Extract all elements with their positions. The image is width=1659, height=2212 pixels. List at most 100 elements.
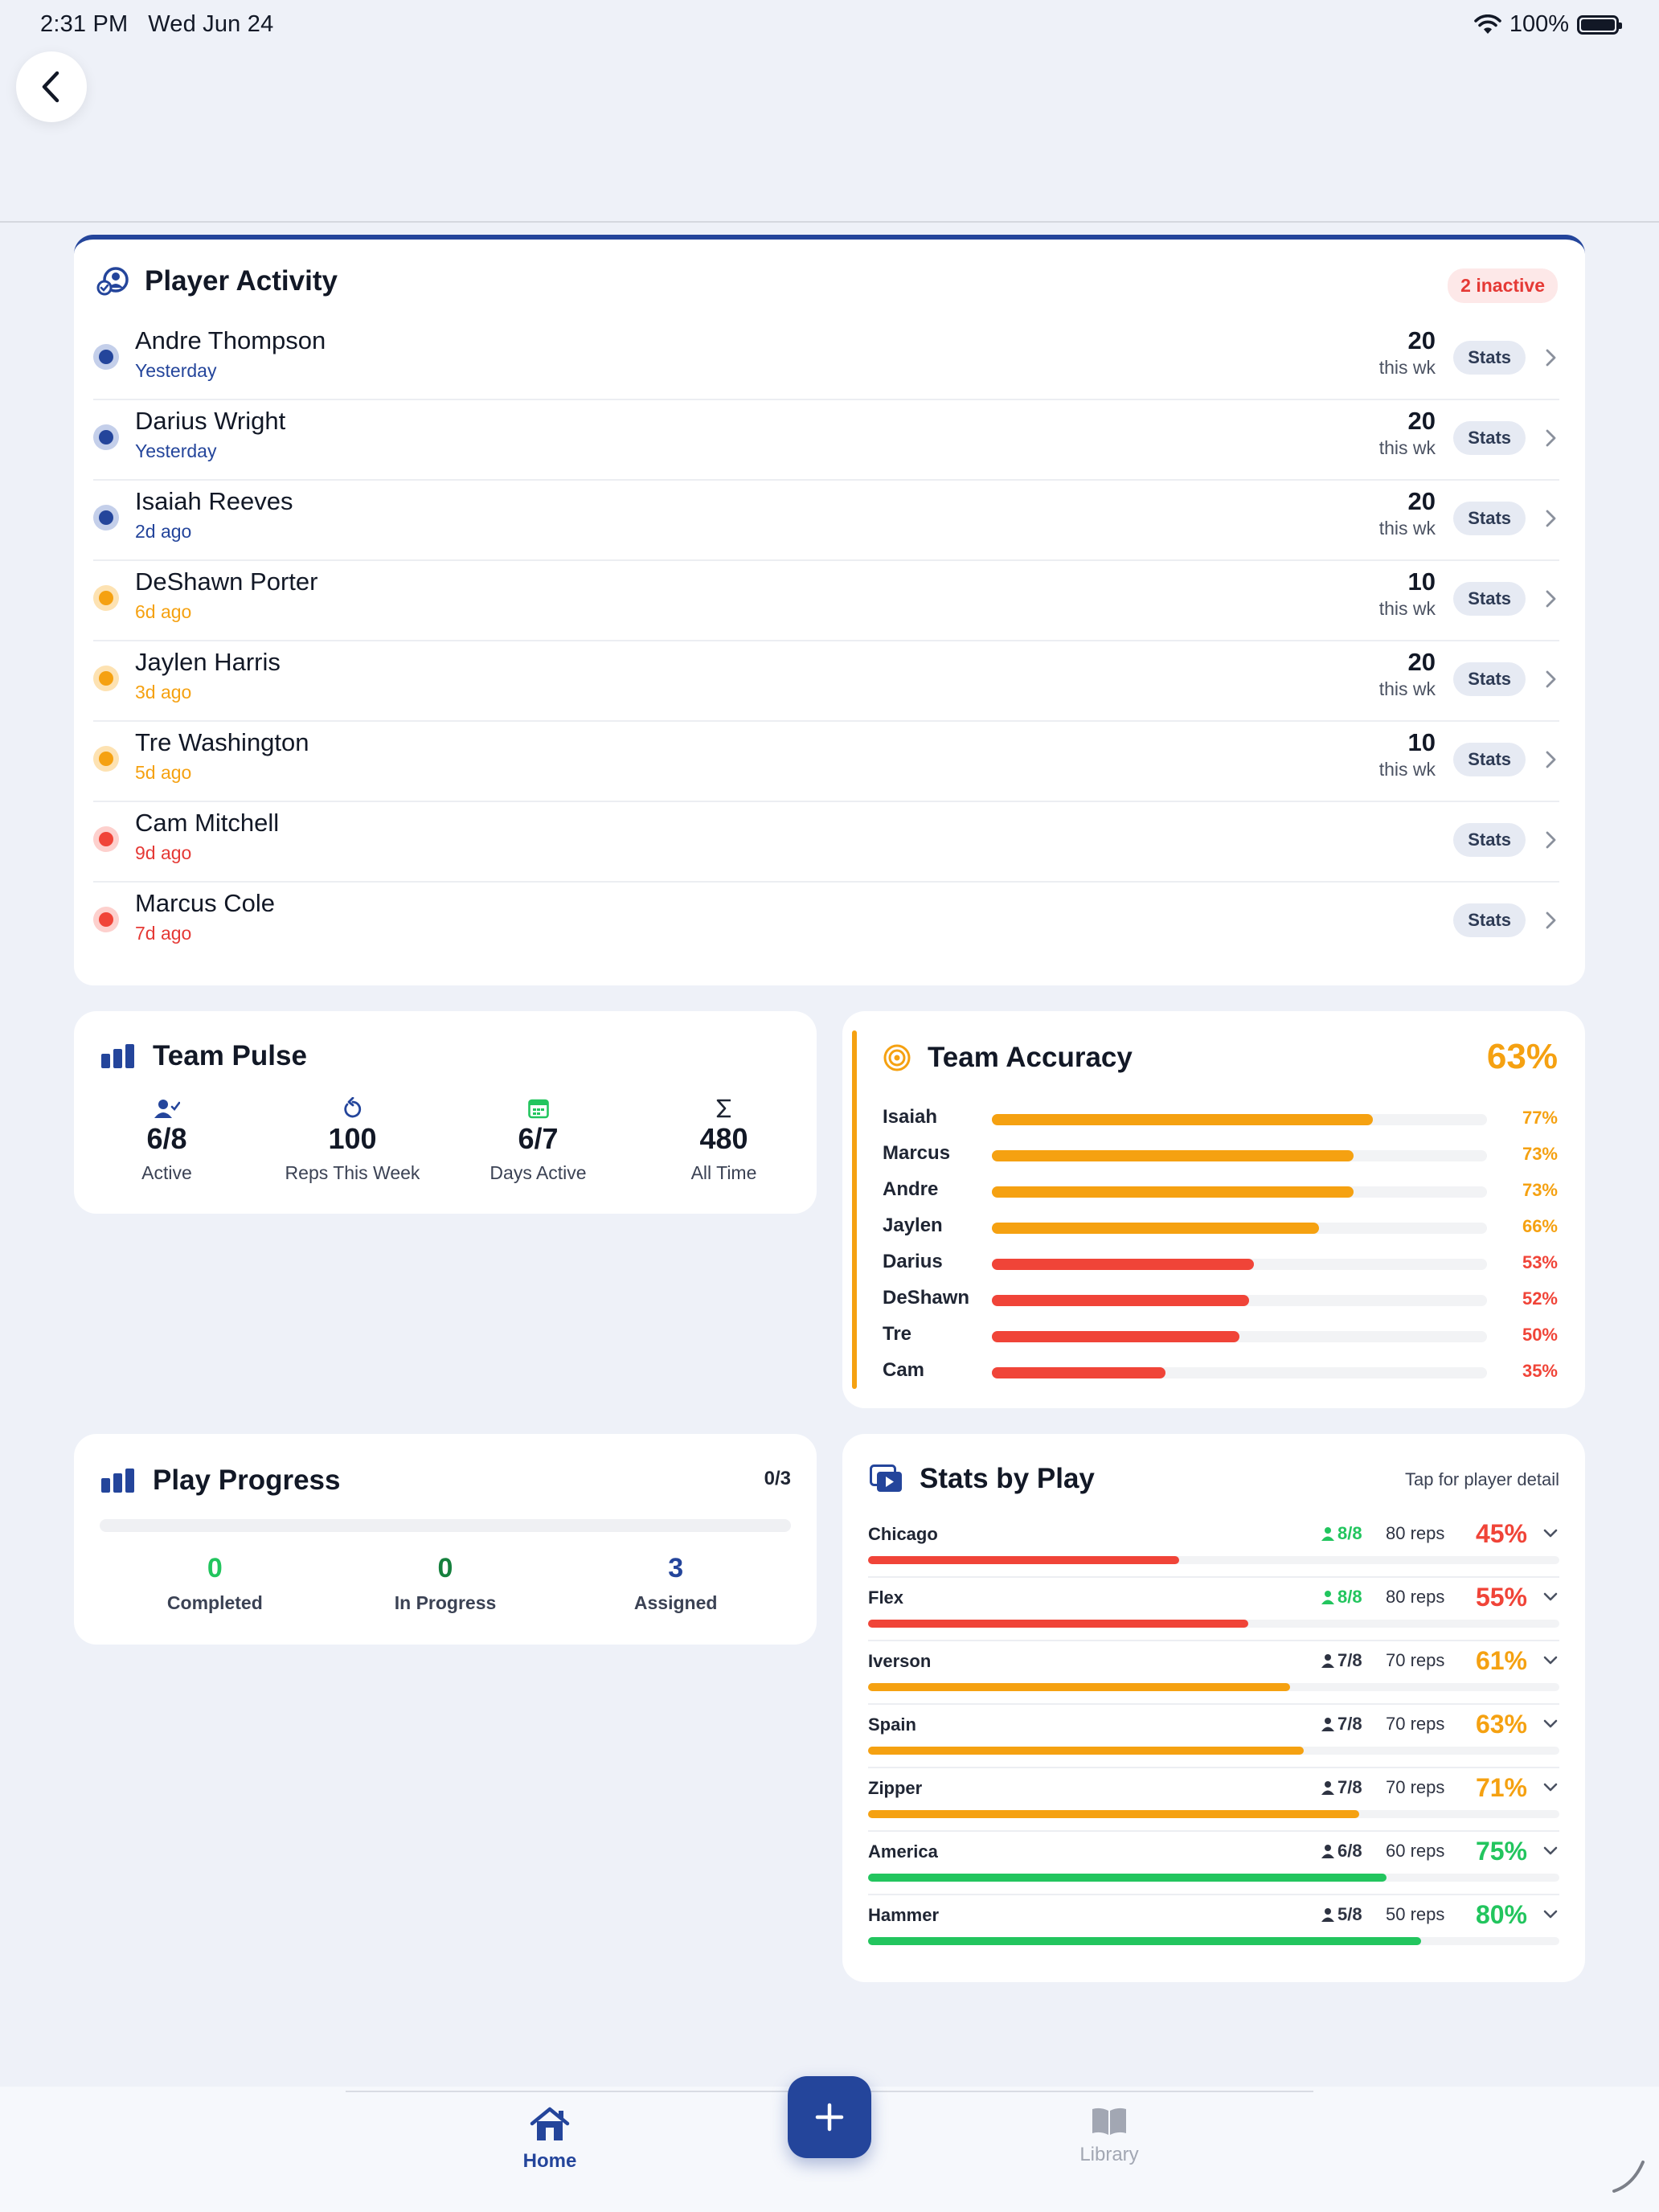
player-last-active: 6d ago <box>135 601 192 622</box>
team-pulse-stats: 6/8 Active 100 Reps This Week <box>74 1096 817 1184</box>
play-players: 6/8 <box>1321 1841 1374 1862</box>
player-name: Marcus Cole <box>135 889 275 917</box>
play-row[interactable]: Chicago 8/8 80 reps 45% <box>868 1514 1559 1578</box>
chevron-right-icon[interactable] <box>1542 347 1559 368</box>
accuracy-player-name: Darius <box>883 1251 943 1272</box>
stats-button[interactable]: Stats <box>1453 823 1526 857</box>
play-row[interactable]: Hammer 5/8 50 reps 80% <box>868 1895 1559 1959</box>
stats-button[interactable]: Stats <box>1453 903 1526 937</box>
bar-chart-icon <box>101 1044 134 1068</box>
team-pulse-header: Team Pulse <box>101 1040 307 1072</box>
chevron-right-icon[interactable] <box>1542 588 1559 609</box>
play-players: 8/8 <box>1321 1523 1374 1544</box>
play-name: Chicago <box>868 1524 938 1544</box>
play-row[interactable]: Flex 8/8 80 reps 55% <box>868 1578 1559 1641</box>
nav-library[interactable]: Library <box>1029 2106 1190 2166</box>
play-row[interactable]: Zipper 7/8 70 reps 71% <box>868 1768 1559 1832</box>
player-row[interactable]: Cam Mitchell 9d ago Stats <box>93 802 1559 883</box>
stats-button[interactable]: Stats <box>1453 743 1526 776</box>
chevron-down-icon[interactable] <box>1542 1588 1559 1606</box>
home-icon <box>530 2107 570 2140</box>
play-reps: 50 reps <box>1386 1904 1445 1924</box>
play-accuracy-fill <box>868 1620 1248 1628</box>
book-icon <box>1092 2108 1126 2135</box>
chevron-right-icon[interactable] <box>1542 508 1559 529</box>
accuracy-percent: 35% <box>1522 1361 1558 1381</box>
chevron-right-icon[interactable] <box>1542 428 1559 449</box>
accuracy-percent: 73% <box>1522 1180 1558 1200</box>
chevron-down-icon[interactable] <box>1542 1525 1559 1542</box>
team-pulse-title: Team Pulse <box>153 1040 307 1071</box>
play-row[interactable]: Iverson 7/8 70 reps 61% <box>868 1641 1559 1705</box>
accuracy-bar <box>992 1295 1487 1306</box>
play-players: 5/8 <box>1321 1904 1374 1925</box>
play-percent: 63% <box>1475 1709 1527 1739</box>
person-icon <box>1321 1845 1334 1858</box>
play-players: 7/8 <box>1321 1777 1374 1798</box>
progress-stat-in-progress: 0 In Progress <box>394 1553 497 1613</box>
person-check-icon <box>154 1100 180 1118</box>
people-activity-icon <box>96 267 129 296</box>
play-progress-stats: 0 Completed 0 In Progress 3 Assigned <box>74 1553 817 1614</box>
status-time: 2:31 PM Wed Jun 24 <box>40 11 274 37</box>
play-list: Chicago 8/8 80 reps 45% Flex 8/8 <box>868 1514 1559 1959</box>
play-row[interactable]: America 6/8 60 reps 75% <box>868 1832 1559 1895</box>
chevron-down-icon[interactable] <box>1542 1842 1559 1860</box>
stats-button[interactable]: Stats <box>1453 341 1526 375</box>
play-players: 7/8 <box>1321 1714 1374 1735</box>
chevron-down-icon[interactable] <box>1542 1652 1559 1669</box>
play-progress-card: Play Progress 0/3 0 Completed 0 In Progr… <box>74 1434 817 1645</box>
chevron-down-icon[interactable] <box>1542 1715 1559 1733</box>
play-progress-header: Play Progress <box>101 1464 340 1497</box>
stats-button[interactable]: Stats <box>1453 502 1526 535</box>
stats-button[interactable]: Stats <box>1453 582 1526 616</box>
person-icon <box>1321 1527 1334 1541</box>
play-name: Iverson <box>868 1651 932 1671</box>
play-accuracy-bar <box>868 1683 1559 1691</box>
play-accuracy-fill <box>868 1747 1304 1755</box>
accuracy-bar <box>992 1186 1487 1198</box>
bar-chart-icon <box>101 1469 134 1493</box>
player-row[interactable]: Andre Thompson Yesterday 20 this wk Stat… <box>93 320 1559 400</box>
chevron-down-icon[interactable] <box>1542 1779 1559 1796</box>
player-name: DeShawn Porter <box>135 567 318 596</box>
accuracy-row: DeShawn 52% <box>883 1284 1558 1320</box>
stats-by-play-title: Stats by Play <box>920 1463 1095 1494</box>
play-meta: 8/8 80 reps 55% <box>1321 1581 1559 1613</box>
player-weekly-reps: 10 this wk <box>1378 567 1436 619</box>
player-row[interactable]: Tre Washington 5d ago 10 this wk Stats <box>93 722 1559 802</box>
player-row[interactable]: Marcus Cole 7d ago Stats <box>93 883 1559 963</box>
player-row[interactable]: Isaiah Reeves 2d ago 20 this wk Stats <box>93 481 1559 561</box>
player-row[interactable]: Jaylen Harris 3d ago 20 this wk Stats <box>93 641 1559 722</box>
pulse-stat-alltime: 480 All Time <box>631 1096 817 1184</box>
back-button[interactable] <box>16 51 87 122</box>
play-name: Hammer <box>868 1905 940 1925</box>
chevron-right-icon[interactable] <box>1542 910 1559 931</box>
inactive-badge: 2 inactive <box>1448 268 1558 303</box>
nav-home[interactable]: Home <box>469 2106 630 2173</box>
accuracy-bar <box>992 1367 1487 1378</box>
play-reps: 80 reps <box>1386 1523 1445 1543</box>
chevron-down-icon[interactable] <box>1542 1906 1559 1923</box>
player-activity-card: Player Activity 2 inactive Andre Thompso… <box>74 235 1585 985</box>
accuracy-percent: 52% <box>1522 1288 1558 1309</box>
status-dot-icon <box>93 826 119 852</box>
stats-button[interactable]: Stats <box>1453 421 1526 455</box>
chevron-right-icon[interactable] <box>1542 830 1559 850</box>
chevron-right-icon[interactable] <box>1542 749 1559 770</box>
player-row[interactable]: DeShawn Porter 6d ago 10 this wk Stats <box>93 561 1559 641</box>
play-accuracy-fill <box>868 1937 1421 1945</box>
team-accuracy-header: Team Accuracy <box>883 1042 1133 1074</box>
accuracy-percent: 53% <box>1522 1252 1558 1272</box>
add-button[interactable] <box>788 2076 871 2158</box>
person-icon <box>1321 1718 1334 1731</box>
accuracy-percent: 77% <box>1522 1108 1558 1128</box>
status-dot-icon <box>93 585 119 611</box>
scribble-handle-icon <box>1612 2161 1645 2193</box>
stats-button[interactable]: Stats <box>1453 662 1526 696</box>
player-last-active: 2d ago <box>135 521 192 542</box>
player-row[interactable]: Darius Wright Yesterday 20 this wk Stats <box>93 400 1559 481</box>
player-last-active: 3d ago <box>135 682 192 703</box>
play-row[interactable]: Spain 7/8 70 reps 63% <box>868 1705 1559 1768</box>
chevron-right-icon[interactable] <box>1542 669 1559 690</box>
